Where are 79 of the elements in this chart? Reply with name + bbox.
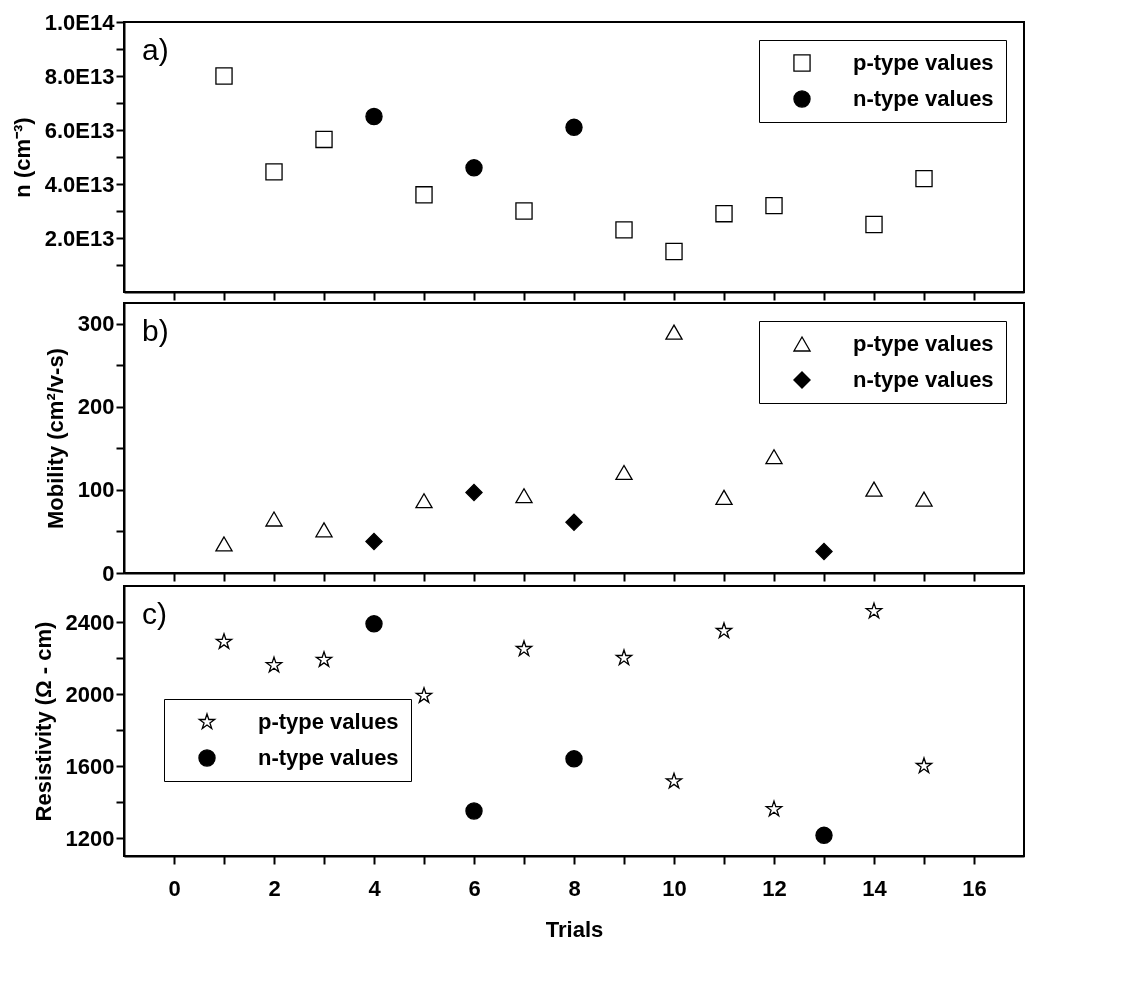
point xyxy=(915,169,933,188)
x-tick-label: 2 xyxy=(268,875,281,901)
point xyxy=(515,202,533,220)
point xyxy=(415,493,433,509)
point xyxy=(865,215,883,234)
point xyxy=(215,67,233,85)
y-tick-label: 200 xyxy=(77,394,115,420)
point xyxy=(715,489,733,506)
point xyxy=(465,802,483,820)
point xyxy=(415,186,433,204)
point xyxy=(315,130,333,149)
point xyxy=(665,772,683,789)
y-tick-label: 0 xyxy=(102,560,115,586)
point xyxy=(715,622,733,639)
point xyxy=(665,242,683,261)
point xyxy=(265,656,283,673)
point xyxy=(365,615,383,633)
y-axis-title: Resistivity (Ω - cm) xyxy=(30,621,56,822)
point xyxy=(615,464,633,481)
point xyxy=(565,513,583,532)
annotation: a) xyxy=(142,33,169,66)
y-tick-label: 1200 xyxy=(65,825,115,851)
legend-label: p-type values xyxy=(853,331,994,356)
point xyxy=(315,651,333,667)
point xyxy=(815,542,833,561)
point xyxy=(665,324,683,340)
legend-label: n-type values xyxy=(853,86,994,111)
legend-label: p-type values xyxy=(853,50,994,75)
point xyxy=(365,107,383,126)
y-tick-label: 100 xyxy=(77,477,115,503)
legend-label: n-type values xyxy=(853,367,994,392)
y-tick-label: 1.0E14 xyxy=(44,9,116,35)
point xyxy=(615,221,633,239)
annotation: b) xyxy=(142,314,169,347)
point xyxy=(815,826,833,844)
point xyxy=(565,118,583,136)
point xyxy=(515,640,533,657)
point xyxy=(265,163,283,181)
point xyxy=(265,511,283,527)
point xyxy=(765,449,783,465)
point xyxy=(865,602,883,619)
point xyxy=(515,488,533,504)
y-tick-label: 300 xyxy=(77,311,115,337)
y-tick-label: 2000 xyxy=(65,681,115,707)
point xyxy=(565,750,583,768)
y-tick-label: 6.0E13 xyxy=(44,117,115,143)
x-tick-label: 14 xyxy=(862,875,888,901)
y-tick-label: 2400 xyxy=(65,609,115,635)
x-tick-label: 16 xyxy=(962,875,987,901)
legend-label: n-type values xyxy=(258,745,399,770)
point xyxy=(465,159,483,177)
point xyxy=(615,649,633,666)
point xyxy=(365,532,383,551)
y-tick-label: 1600 xyxy=(65,753,115,779)
y-tick-label: 8.0E13 xyxy=(44,63,115,89)
point xyxy=(915,757,933,774)
point xyxy=(215,536,233,552)
x-tick-label: 0 xyxy=(168,875,181,901)
y-axis-title: n (cm⁻³) xyxy=(9,117,35,198)
x-tick-label: 12 xyxy=(762,875,787,901)
x-axis-title: Trials xyxy=(545,916,604,942)
x-tick-label: 10 xyxy=(662,875,687,901)
y-axis-title: Mobility (cm²/v-s) xyxy=(42,348,68,529)
y-tick-label: 4.0E13 xyxy=(44,171,115,197)
point xyxy=(765,800,783,817)
x-tick-label: 6 xyxy=(468,875,481,901)
point xyxy=(465,483,483,502)
point xyxy=(415,687,433,703)
point xyxy=(765,196,783,215)
y-tick-label: 2.0E13 xyxy=(44,225,115,251)
legend-label: p-type values xyxy=(258,709,399,734)
point xyxy=(315,522,333,538)
point xyxy=(865,481,883,497)
x-tick-label: 4 xyxy=(368,875,382,901)
point xyxy=(715,204,733,223)
annotation: c) xyxy=(142,597,167,630)
point xyxy=(215,633,233,649)
point xyxy=(915,491,933,507)
x-tick-label: 8 xyxy=(568,875,581,901)
